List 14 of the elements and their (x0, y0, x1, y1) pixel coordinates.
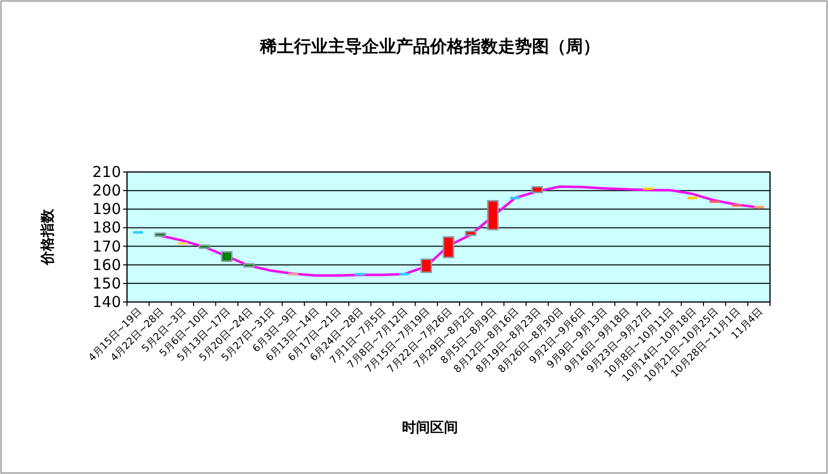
candlestick (221, 251, 233, 262)
y-tick-label: 190 (92, 200, 121, 218)
y-axis-title: 价格指数 (40, 208, 56, 266)
y-tick-label: 140 (92, 293, 121, 311)
y-tick-label: 210 (92, 163, 121, 181)
y-tick-label: 200 (92, 182, 121, 200)
chart-title: 稀土行业主导企业产品价格指数走势图（周） (259, 37, 600, 57)
y-tick-label: 170 (92, 237, 121, 256)
y-tick-label: 180 (92, 218, 121, 237)
candlestick (442, 236, 454, 258)
y-tick-label: 160 (92, 256, 121, 274)
x-axis-title: 时间区间 (402, 420, 458, 436)
y-tick-label: 150 (92, 274, 121, 292)
candlestick (420, 258, 432, 274)
